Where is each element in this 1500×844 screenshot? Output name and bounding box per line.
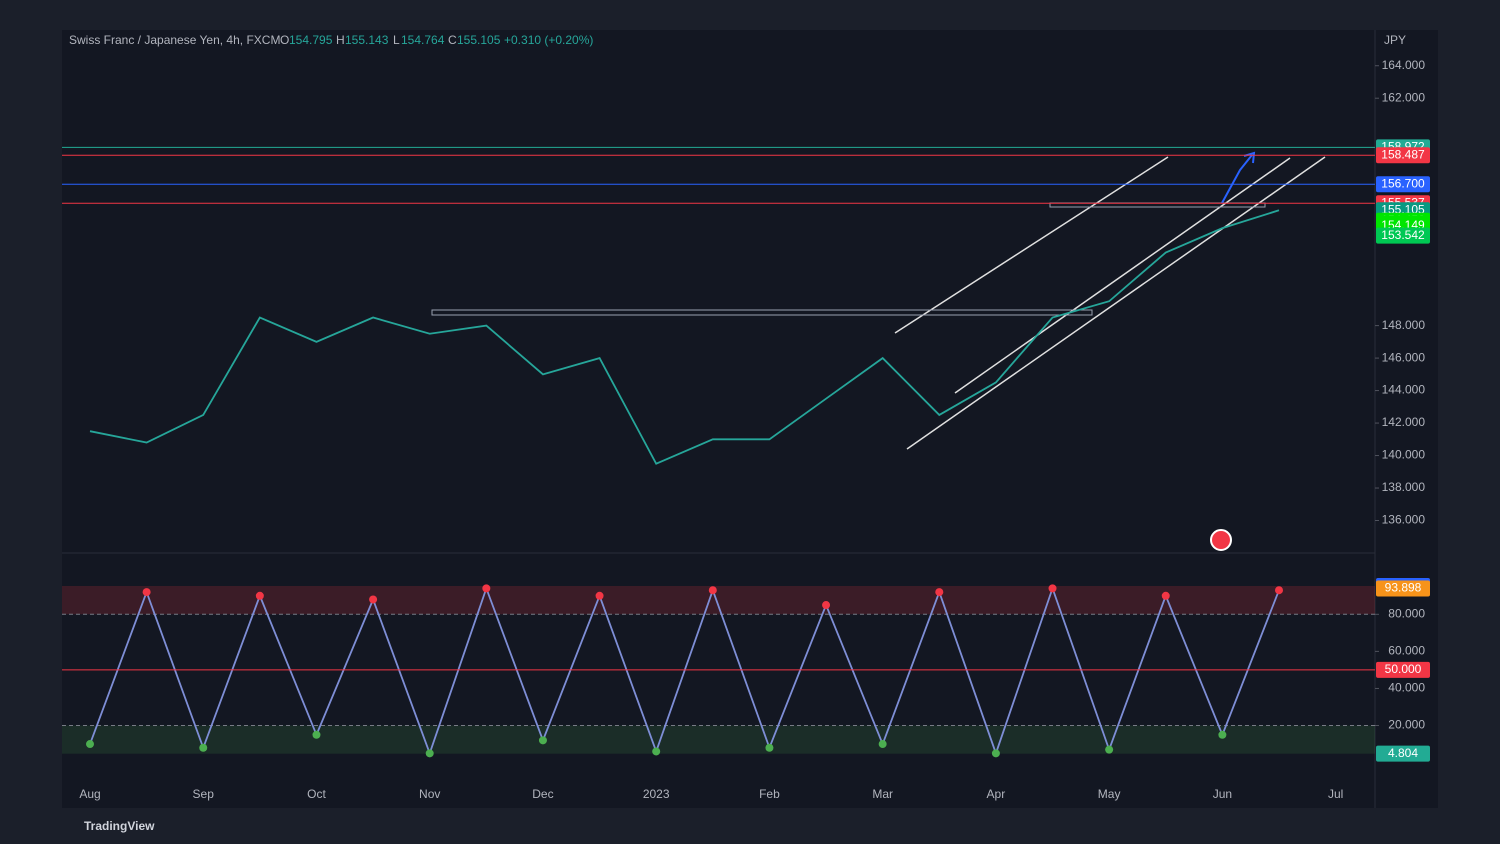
extreme-dot	[142, 588, 151, 597]
x-tick-label: Apr	[987, 787, 1006, 801]
extreme-dot	[878, 740, 887, 749]
extreme-dot	[369, 595, 378, 604]
price-tag	[1376, 176, 1430, 193]
alert-icon[interactable]	[1210, 529, 1232, 551]
y-tick-label: 144.000	[1382, 383, 1426, 397]
extreme-dot	[1105, 745, 1114, 754]
y-tick-label: 80.000	[1388, 606, 1425, 620]
x-tick-label: Feb	[759, 787, 780, 801]
extreme-dot	[1275, 586, 1283, 595]
footer: TradingView	[84, 819, 155, 833]
y-tick-label: 142.000	[1382, 415, 1426, 429]
y-tick-label: 20.000	[1388, 718, 1425, 732]
price-tag	[1376, 745, 1430, 762]
o-label: O	[280, 33, 289, 47]
price-tag	[1376, 227, 1430, 244]
extreme-dot	[1161, 591, 1170, 600]
channel-line	[894, 156, 1169, 334]
x-tick-label: Aug	[79, 787, 100, 801]
header: Swiss Franc / Japanese Yen, 4h, FXCM O 1…	[69, 33, 593, 47]
axis-label: JPY	[1384, 33, 1406, 47]
data-line	[89, 209, 1280, 465]
extreme-dot	[482, 584, 491, 593]
extreme-dot	[822, 601, 831, 610]
price-tag	[1376, 147, 1430, 164]
channel-line	[906, 156, 1326, 450]
high: 155.143	[345, 33, 389, 47]
extreme-dot	[86, 740, 94, 749]
y-tick-label: 60.000	[1388, 644, 1425, 658]
c-label: C	[448, 33, 457, 47]
zone-box	[431, 309, 1093, 316]
y-tick-label: 136.000	[1382, 513, 1426, 527]
extreme-dot	[595, 591, 604, 600]
extreme-dot	[1218, 730, 1227, 739]
price-tag-label: 4.804	[1388, 746, 1418, 760]
change: +0.310 (+0.20%)	[504, 33, 593, 47]
x-tick-label: May	[1098, 787, 1121, 801]
extreme-dot	[708, 586, 717, 595]
price-tag	[1376, 661, 1430, 678]
price-tag-label: 158.487	[1381, 147, 1425, 161]
arrow	[1221, 154, 1253, 204]
x-tick-label: Sep	[193, 787, 215, 801]
extreme-dot	[538, 736, 547, 745]
extreme-dot	[652, 747, 661, 756]
y-tick-label: 162.000	[1382, 90, 1426, 104]
x-tick-label: Oct	[307, 787, 326, 801]
channel-line	[954, 157, 1291, 394]
x-tick-label: Dec	[532, 787, 553, 801]
extreme-dot	[765, 743, 774, 752]
y-tick-label: 138.000	[1382, 480, 1426, 494]
low: 154.764	[401, 33, 445, 47]
h-label: H	[336, 33, 345, 47]
open: 154.795	[289, 33, 333, 47]
y-tick-label: 148.000	[1382, 318, 1426, 332]
extreme-dot	[1048, 584, 1057, 593]
chart-frame	[62, 30, 1438, 808]
x-tick-label: 2023	[643, 787, 670, 801]
y-tick-label: 140.000	[1382, 448, 1426, 462]
symbol: Swiss Franc / Japanese Yen, 4h, FXCM	[69, 33, 280, 47]
extreme-dot	[425, 749, 434, 758]
price-tag	[1376, 580, 1430, 597]
extreme-dot	[255, 591, 264, 600]
data-line	[89, 585, 1280, 757]
extreme-dot	[935, 588, 944, 597]
x-tick-label: Jun	[1213, 787, 1232, 801]
price-tag-label: 50.000	[1385, 662, 1422, 676]
price-tag-label: 153.542	[1381, 228, 1425, 242]
x-tick-label: Mar	[872, 787, 893, 801]
x-tick-label: Jul	[1328, 787, 1343, 801]
extreme-dot	[991, 749, 1000, 758]
y-tick-label: 40.000	[1388, 681, 1425, 695]
extreme-dot	[312, 730, 321, 739]
oversold-band	[62, 725, 1375, 754]
overbought-band	[62, 585, 1375, 615]
l-label: L	[393, 33, 400, 47]
close: 155.105	[457, 33, 501, 47]
y-tick-label: 146.000	[1382, 350, 1426, 364]
extreme-dot	[199, 743, 208, 752]
price-tag-label: 156.700	[1381, 176, 1425, 190]
x-tick-label: Nov	[419, 787, 440, 801]
price-tag-label: 93.898	[1385, 581, 1422, 595]
y-tick-label: 164.000	[1382, 58, 1426, 72]
